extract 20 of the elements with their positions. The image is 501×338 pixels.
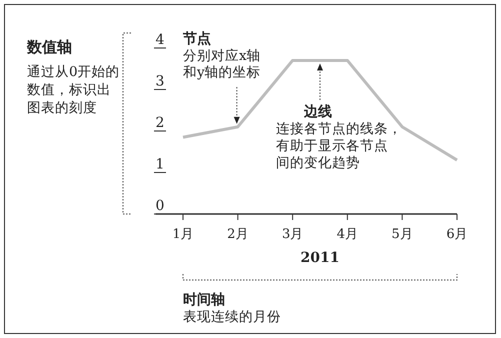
annotation: 分别对应x轴和y轴的坐标 [183, 48, 261, 80]
x-axis-title: 2011 [300, 250, 340, 266]
x-tick-label: 5月 [392, 227, 413, 242]
annotation: 边线 [304, 104, 332, 120]
annotation: 节点 [183, 31, 211, 47]
annotation: 表现连续的月份 [183, 309, 281, 325]
annotation: 连接各节点的线条，有助于显示各节点间的变化趋势 [276, 121, 402, 171]
annotation: 时间轴 [183, 292, 225, 308]
x-tick-label: 3月 [282, 227, 304, 242]
annotation: 通过从0开始的数值，标识出图表的刻度 [27, 64, 120, 116]
x-tick-label: 4月 [336, 227, 358, 242]
y-tick-label: 4 [156, 32, 165, 48]
y-tick-label: 2 [156, 115, 164, 131]
y-tick-label: 0 [156, 198, 164, 214]
y-tick-label: 3 [156, 74, 164, 90]
annotation: 数值轴 [27, 38, 72, 56]
y-tick-label: 1 [156, 156, 164, 172]
x-tick-label: 6月 [446, 227, 468, 242]
x-tick-label: 2月 [227, 227, 248, 242]
x-tick-label: 1月 [172, 227, 194, 242]
